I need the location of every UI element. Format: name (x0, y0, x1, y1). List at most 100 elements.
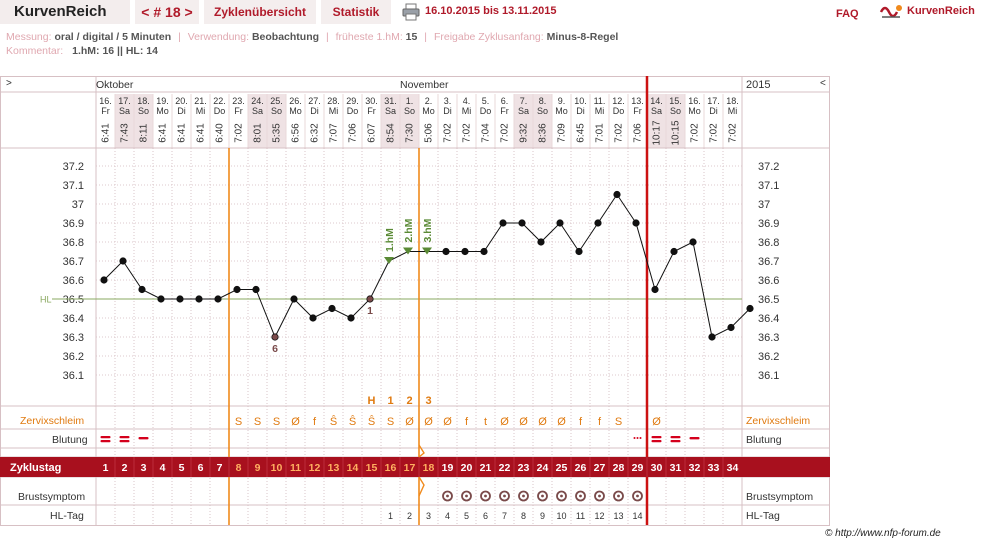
peak-marker: 2 (406, 395, 412, 407)
date-label: 12. (612, 96, 625, 106)
cycle-day-number: 8 (236, 462, 242, 474)
date-label: 23. (232, 96, 245, 106)
breast-symptom-dot (503, 494, 506, 498)
date-label: 26. (289, 96, 302, 106)
breast-symptom-dot (522, 494, 525, 498)
time-label: 6:45 (576, 123, 587, 143)
freigabe-value: Minus-8-Regel (546, 31, 619, 43)
cycle-day-number: 9 (255, 462, 261, 474)
orange-connector (418, 476, 425, 497)
zervix-value: S (615, 416, 622, 428)
logo[interactable]: KurvenReich (879, 2, 981, 22)
year-label: 2015 (746, 79, 770, 91)
time-label: 7:30 (405, 123, 416, 143)
cycle-number: # 18 (153, 4, 181, 20)
separator: | (424, 31, 428, 43)
temperature-point (176, 295, 184, 303)
weekday-label: So (271, 106, 282, 116)
breast-symptom-dot (579, 494, 582, 498)
date-label: 18. (726, 96, 739, 106)
date-label: 15. (669, 96, 682, 106)
y-tick-label-left: 36.3 (63, 332, 84, 344)
breast-symptom-dot (636, 494, 639, 498)
time-label: 6:41 (196, 123, 207, 143)
time-label: 8:01 (253, 123, 264, 143)
cycle-day-number: 24 (537, 462, 549, 474)
weekday-label: Fr (367, 106, 376, 116)
frueheste-value: 15 (405, 31, 418, 43)
weekday-label: Sa (518, 106, 529, 116)
weekend-shade (647, 94, 666, 148)
weekday-label: Fr (234, 106, 243, 116)
zervix-value: Ø (424, 416, 433, 428)
cycle-day-number: 22 (499, 462, 511, 474)
cycle-day-number: 2 (122, 462, 128, 474)
high-measurement-marker (403, 247, 413, 255)
date-range: 16.10.2015 bis 13.11.2015 (425, 5, 557, 17)
tab-statistik[interactable]: Statistik (321, 0, 391, 24)
y-tick-label-right: 36.4 (758, 313, 779, 325)
chart-frame (0, 76, 830, 526)
date-label: 29. (346, 96, 359, 106)
time-label: 9:32 (519, 123, 530, 143)
y-tick-label-left: 36.1 (63, 370, 84, 382)
copyright: © http://www.nfp-forum.de (825, 528, 941, 539)
cycle-day-number: 34 (727, 462, 739, 474)
time-label: 8:11 (139, 123, 150, 142)
bleeding-marker (689, 437, 700, 440)
cycle-day-number: 30 (651, 462, 663, 474)
zervix-label-right: Zervixschleim (746, 415, 810, 427)
print-icon[interactable] (402, 3, 420, 21)
date-label: 3. (444, 96, 452, 106)
faq-link[interactable]: FAQ (836, 8, 859, 20)
freigabe-label: Freigabe Zyklusanfang: (433, 31, 544, 43)
date-label: 27. (308, 96, 321, 106)
zervix-value: f (465, 416, 469, 428)
cycle-navigator: < # 18 > (135, 0, 199, 24)
next-cycle-button[interactable]: > (184, 4, 193, 20)
date-label: 24. (251, 96, 264, 106)
point-label: 6 (272, 343, 278, 355)
hl-day-number: 4 (445, 511, 450, 521)
weekday-label: Di (177, 106, 186, 116)
weekday-label: Do (214, 106, 226, 116)
month-label: November (400, 79, 449, 91)
hl-day-number: 10 (556, 511, 566, 521)
zervix-label-left: Zervixschleim (20, 415, 84, 427)
bleeding-marker (100, 440, 111, 443)
time-label: 10:17 (652, 120, 663, 145)
zervix-value: Ø (652, 416, 661, 428)
weekday-label: Mo (289, 106, 302, 116)
prev-cycle-button[interactable]: < (141, 4, 150, 20)
time-label: 7:02 (709, 123, 720, 143)
bleeding-marker (119, 436, 130, 439)
bleeding-marker (100, 436, 111, 439)
cycle-day-number: 27 (594, 462, 606, 474)
zervix-value: Ø (557, 416, 566, 428)
temperature-point (233, 285, 241, 294)
time-label: 6:07 (367, 123, 378, 143)
weekday-label: Mi (196, 106, 206, 116)
frueheste-label: früheste 1.hM: (335, 31, 403, 43)
cycle-day-band (0, 457, 830, 477)
y-tick-label-left: 36.7 (63, 256, 84, 268)
spotting-dot (636, 437, 639, 439)
cycle-day-number: 31 (670, 462, 682, 474)
temperature-point (594, 219, 602, 227)
separator: | (325, 31, 329, 43)
bleeding-marker (651, 436, 662, 439)
tab-zyklenuebersicht[interactable]: Zyklenübersicht (204, 0, 316, 24)
y-tick-label-right: 36.7 (758, 256, 779, 268)
high-measurement-marker (384, 257, 394, 264)
weekend-shade (134, 94, 153, 148)
temperature-point (613, 190, 621, 199)
cycle-day-number: 26 (575, 462, 587, 474)
blutung-label-right: Blutung (746, 434, 782, 446)
time-label: 7:02 (614, 123, 625, 143)
y-tick-label-left: 36.4 (63, 313, 84, 325)
time-label: 6:41 (177, 123, 188, 143)
date-label: 18. (137, 96, 150, 106)
date-label: 9. (558, 96, 566, 106)
temperature-point (689, 238, 697, 246)
